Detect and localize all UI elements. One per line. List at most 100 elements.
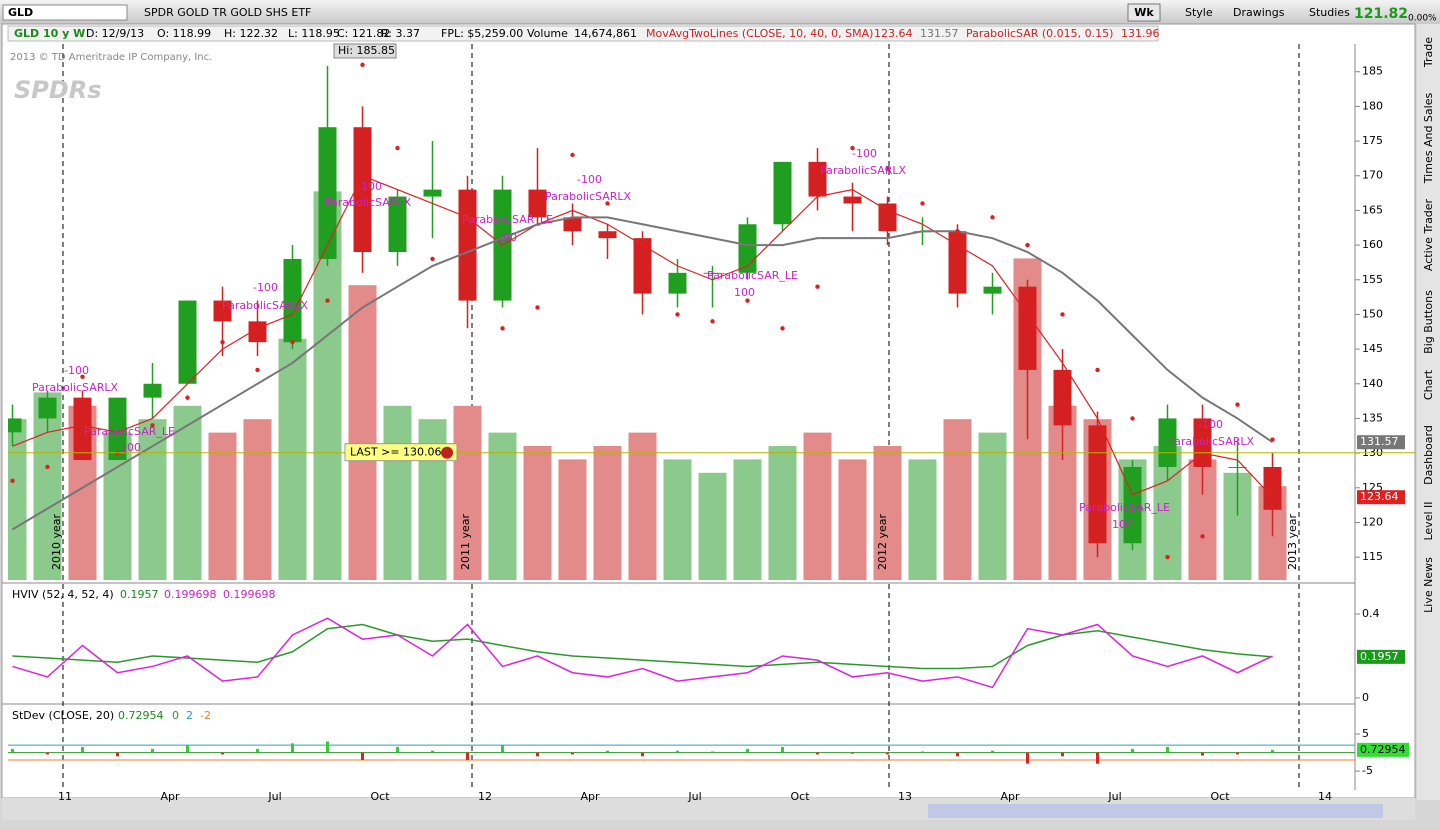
level-label: 0	[172, 709, 179, 722]
annotation: ParabolicSAR_LE	[1079, 501, 1170, 514]
volume-bar	[663, 459, 692, 580]
y-tick-label: 0.4	[1362, 607, 1380, 620]
stdev-bar	[1131, 748, 1134, 753]
stdev-bar	[151, 748, 154, 753]
candle-body	[1053, 369, 1072, 426]
candle-body	[73, 397, 92, 461]
candle-body	[423, 189, 442, 197]
volume-bar	[873, 446, 902, 580]
sar-dot	[185, 395, 190, 400]
sar-dot	[535, 305, 540, 310]
y-tick-label: 140	[1362, 377, 1383, 390]
stdev-bar	[81, 747, 84, 753]
stdev-bar	[326, 741, 329, 753]
alert-label: LAST >= 130.06	[350, 446, 442, 459]
sar-dot	[465, 277, 470, 282]
moving-average	[11, 216, 1274, 531]
sar-dot	[780, 326, 785, 331]
sar-dot	[430, 256, 435, 262]
x-tick-label: Apr	[160, 790, 180, 803]
volume-bar	[208, 432, 237, 580]
y-tick-label: 0	[1362, 691, 1369, 704]
year-label: 2010 year	[50, 513, 63, 570]
sar-dot	[1025, 242, 1030, 248]
stdev-bar	[711, 751, 714, 753]
x-tick-label: Apr	[580, 790, 600, 803]
volume-bar	[908, 459, 937, 580]
side-tab[interactable]: Chart	[1422, 369, 1435, 400]
stdev-bar	[956, 752, 959, 757]
price-label: 123.64	[1360, 490, 1399, 503]
button-label[interactable]: Style	[1185, 6, 1213, 19]
alert-close[interactable]	[441, 446, 453, 459]
side-tab[interactable]: Dashboard	[1422, 425, 1435, 485]
annotation: 100	[120, 441, 141, 454]
stdev-bar	[1201, 752, 1204, 756]
annotation: -100	[852, 147, 877, 160]
info-field: L: 118.95	[288, 27, 340, 40]
annotation: 100	[1112, 518, 1133, 531]
change: 0.00%	[1408, 14, 1437, 24]
volume-bar	[803, 432, 832, 580]
button[interactable]	[1127, 3, 1161, 22]
volume-bar	[8, 419, 27, 580]
value-label: 0.72954	[1360, 743, 1406, 756]
annotation: 100	[734, 286, 755, 299]
button-label: Wk	[1134, 6, 1154, 19]
button-label[interactable]: Drawings	[1233, 6, 1285, 19]
side-tab[interactable]: Live News	[1422, 557, 1435, 613]
sar-dot	[920, 201, 925, 206]
level-label: 2	[186, 709, 193, 722]
stdev-bar	[571, 752, 574, 755]
sar-dot	[360, 62, 365, 68]
y-tick-label: 180	[1362, 99, 1383, 112]
x-tick-label: Oct	[370, 790, 390, 803]
info-field: R: 3.37	[381, 27, 420, 40]
sar-dot	[1235, 402, 1240, 407]
year-label: 2013 year	[1286, 513, 1299, 570]
sar-dot	[1060, 312, 1065, 317]
info-field: 14,674,861	[574, 27, 637, 40]
stdev-bar	[361, 752, 364, 760]
level-label: -2	[200, 709, 211, 722]
sar-dot	[80, 374, 85, 380]
alert-box	[344, 443, 458, 462]
line-series	[12, 617, 1273, 689]
info-field: GLD 10 y W	[14, 27, 85, 40]
candle-body	[668, 272, 687, 294]
button-label[interactable]: Studies	[1309, 6, 1350, 19]
x-tick-label: Apr	[1000, 790, 1020, 803]
value-label: 0.1957	[1360, 650, 1399, 663]
side-tab[interactable]: Level II	[1422, 501, 1435, 540]
side-tabs	[1417, 24, 1440, 800]
y-tick-label: 160	[1362, 238, 1383, 251]
candle-body	[703, 272, 722, 274]
candle-body	[948, 231, 967, 294]
sar-dot	[220, 339, 225, 345]
sar-dot	[1165, 554, 1170, 560]
scroll-thumb[interactable]	[928, 804, 1383, 818]
candle-body	[878, 203, 897, 232]
volume-bar	[488, 432, 517, 580]
stdev-bar	[886, 752, 889, 755]
info-field: MovAvgTwoLines (CLOSE, 10, 40, 0, SMA)	[646, 27, 873, 40]
year-label: 2012 year	[876, 513, 889, 570]
x-tick-label: Oct	[790, 790, 810, 803]
side-tab[interactable]: Times And Sales	[1422, 93, 1435, 185]
pane-header: 0.1957	[120, 588, 159, 601]
candle-body	[108, 397, 127, 461]
side-tab[interactable]: Active Trader	[1422, 198, 1435, 271]
annotation: -100	[253, 281, 278, 294]
symbol-box[interactable]	[2, 4, 128, 21]
y-tick-label: 155	[1362, 273, 1383, 286]
annotation: ParabolicSAR_LE	[84, 425, 175, 438]
sar-dot	[500, 326, 505, 331]
y-tick-label: 135	[1362, 411, 1383, 424]
toolbar	[0, 0, 1440, 24]
volume-bar	[943, 419, 972, 580]
side-tab[interactable]: Big Buttons	[1422, 290, 1435, 354]
candle-body	[773, 161, 792, 225]
copyright: 2013 © TD Ameritrade IP Company, Inc.	[10, 52, 212, 63]
side-tab[interactable]: Trade	[1422, 37, 1435, 68]
